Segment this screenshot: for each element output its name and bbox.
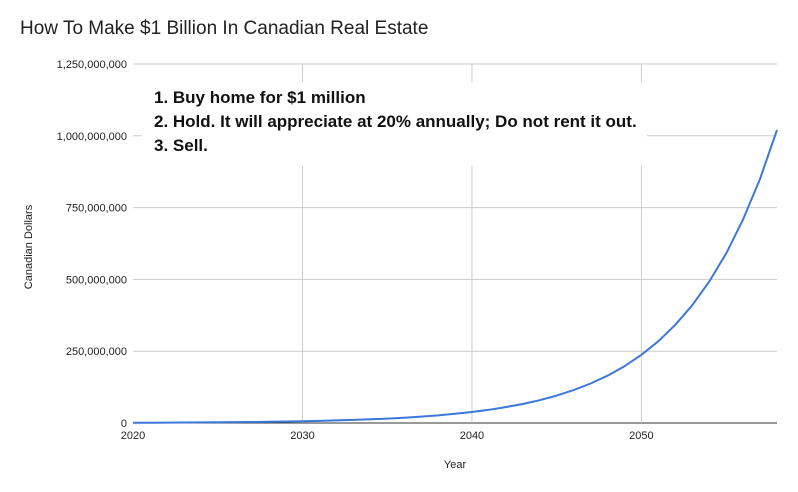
x-axis-label: Year <box>444 459 467 471</box>
series-line <box>133 129 778 424</box>
y-tick-label: 0 <box>121 418 127 430</box>
series-group <box>133 129 778 424</box>
x-tick-label: 2040 <box>460 430 484 442</box>
x-tick-label: 2050 <box>629 430 653 442</box>
x-axis-ticks: 2020 2030 2040 2050 <box>121 430 654 442</box>
annotation-line-1: 1. Buy home for $1 million <box>154 88 366 107</box>
annotation-line-3: 3. Sell. <box>154 136 208 155</box>
x-tick-label: 2030 <box>290 430 314 442</box>
y-tick-label: 1,000,000,000 <box>57 131 127 143</box>
x-tick-label: 2020 <box>121 430 145 442</box>
y-tick-label: 500,000,000 <box>66 274 127 286</box>
annotation-box: 1. Buy home for $1 million 2. Hold. It w… <box>142 82 647 166</box>
annotation-line-2: 2. Hold. It will appreciate at 20% annua… <box>154 112 637 131</box>
y-axis-ticks: 0 250,000,000 500,000,000 750,000,000 1,000,… <box>57 59 127 430</box>
y-tick-label: 750,000,000 <box>66 203 127 215</box>
y-tick-label: 1,250,000,000 <box>57 59 127 71</box>
y-axis-label: Canadian Dollars <box>23 204 35 289</box>
y-tick-label: 250,000,000 <box>66 346 127 358</box>
chart-title: How To Make $1 Billion In Canadian Real … <box>20 18 429 39</box>
